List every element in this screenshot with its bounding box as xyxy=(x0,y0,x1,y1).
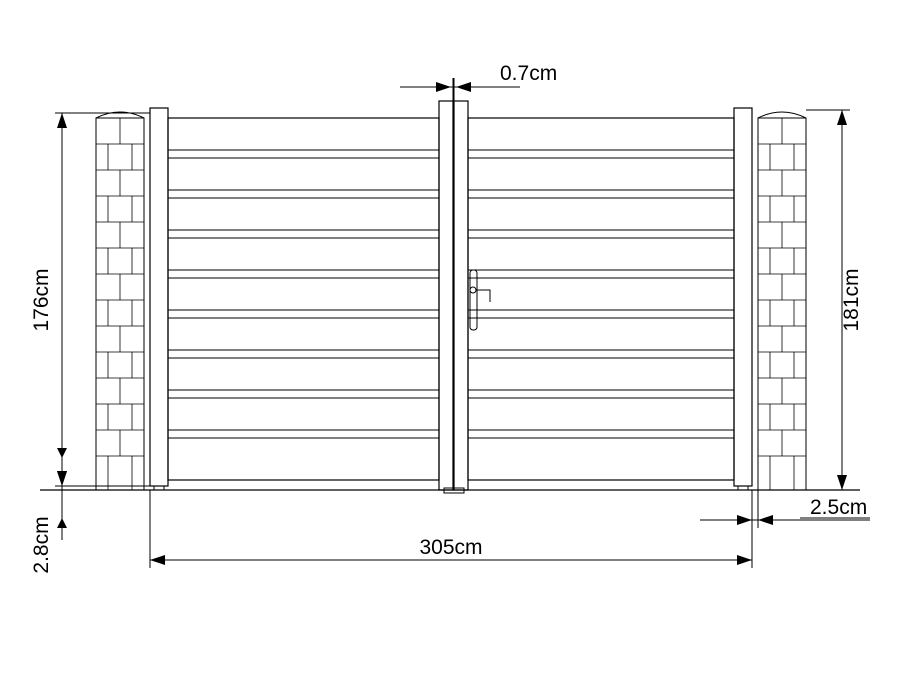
slats-left xyxy=(168,150,439,438)
door-handle xyxy=(470,270,490,330)
pillar-left xyxy=(96,112,144,490)
label-pillar-height: 181cm xyxy=(840,268,863,331)
pillar-right xyxy=(758,112,806,490)
label-ground-clearance: 2.8cm xyxy=(30,516,53,573)
center-stile-left xyxy=(439,101,453,490)
dimension-total-width: 305cm xyxy=(150,490,752,568)
label-center-gap: 0.7cm xyxy=(500,62,557,85)
label-gate-height: 176cm xyxy=(30,268,53,331)
gate-technical-drawing: 176cm 2.8cm 181cm 305cm 0.7cm xyxy=(0,0,901,675)
leaf-left xyxy=(168,118,439,480)
gate-post-right xyxy=(734,108,752,486)
dimension-ground-clearance: 2.8cm xyxy=(30,445,96,574)
dimension-pillar-height: 181cm xyxy=(806,110,863,490)
gate-post-left xyxy=(150,108,168,486)
dimension-center-gap: 0.7cm xyxy=(400,62,557,101)
label-pillar-gap: 2.5cm xyxy=(810,496,867,519)
leaf-right xyxy=(468,118,734,480)
slats-right xyxy=(468,150,734,438)
label-total-width: 305cm xyxy=(419,536,482,559)
center-stile-right xyxy=(454,101,468,490)
dimension-pillar-gap: 2.5cm xyxy=(700,490,870,528)
